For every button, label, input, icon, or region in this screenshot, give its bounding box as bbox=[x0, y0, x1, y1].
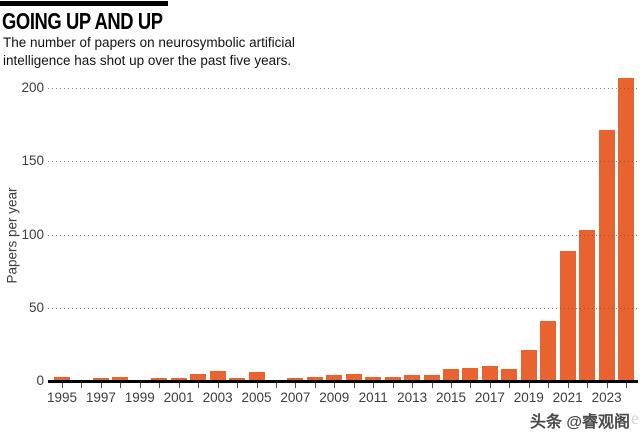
bar bbox=[501, 369, 518, 381]
x-tick bbox=[100, 382, 102, 388]
top-rule bbox=[0, 1, 168, 6]
y-tick-label: 100 bbox=[21, 226, 44, 242]
x-tick-label: 2003 bbox=[202, 390, 233, 405]
x-tick-label: 2017 bbox=[474, 390, 505, 405]
bar bbox=[404, 375, 421, 381]
chart-title: GOING UP AND UP bbox=[2, 8, 163, 34]
x-tick-label: 2011 bbox=[358, 390, 388, 405]
bar bbox=[326, 375, 343, 381]
x-tick bbox=[275, 382, 277, 388]
x-tick-label: 1999 bbox=[124, 390, 155, 405]
bar bbox=[287, 378, 304, 381]
bar bbox=[170, 378, 187, 381]
x-tick-label: 2009 bbox=[319, 390, 350, 405]
x-tick bbox=[528, 382, 530, 388]
x-tick bbox=[509, 382, 511, 388]
x-tick bbox=[81, 382, 83, 388]
gridline bbox=[48, 307, 638, 309]
gridline bbox=[48, 88, 638, 89]
source-watermark: 头条 @睿观阁 bbox=[529, 414, 630, 431]
x-tick-label: 2021 bbox=[552, 390, 583, 405]
bar bbox=[92, 378, 109, 381]
x-tick bbox=[470, 382, 472, 388]
bar bbox=[540, 320, 557, 381]
bar bbox=[423, 375, 440, 381]
x-tick bbox=[373, 382, 375, 388]
y-tick-label: 50 bbox=[28, 299, 44, 315]
x-tick bbox=[198, 382, 200, 388]
x-tick bbox=[217, 382, 219, 388]
x-tick bbox=[139, 382, 141, 388]
x-tick bbox=[489, 382, 491, 388]
bar bbox=[54, 376, 70, 381]
x-tick-label: 2013 bbox=[397, 390, 428, 405]
x-tick bbox=[548, 382, 550, 388]
x-tick-label: 2019 bbox=[513, 390, 544, 405]
x-tick bbox=[626, 382, 628, 388]
x-tick bbox=[62, 382, 63, 388]
x-tick-label: 2005 bbox=[241, 390, 272, 405]
x-tick bbox=[178, 382, 180, 388]
bar bbox=[209, 370, 226, 381]
y-tick-label: 0 bbox=[36, 373, 44, 388]
bar bbox=[481, 366, 498, 381]
x-tick bbox=[431, 382, 433, 388]
x-tick bbox=[314, 382, 316, 388]
x-tick bbox=[237, 382, 239, 388]
x-tick bbox=[606, 382, 608, 388]
nature-watermark: nature bbox=[589, 408, 640, 428]
y-tick-label: 200 bbox=[21, 80, 44, 95]
bar bbox=[559, 250, 576, 381]
x-tick-label: 1995 bbox=[46, 390, 78, 405]
bar bbox=[520, 350, 537, 381]
chart-subtitle: The number of papers on neurosymbolic ar… bbox=[3, 35, 295, 68]
bar bbox=[112, 376, 129, 381]
bar bbox=[598, 130, 615, 381]
x-tick bbox=[334, 382, 336, 388]
bar bbox=[443, 369, 459, 381]
x-tick bbox=[159, 382, 161, 388]
x-tick bbox=[567, 382, 569, 388]
x-tick-label: 2015 bbox=[435, 390, 467, 405]
bar bbox=[384, 376, 401, 381]
x-tick-label: 2007 bbox=[280, 390, 311, 405]
x-tick bbox=[451, 382, 452, 388]
x-tick bbox=[120, 382, 122, 388]
x-tick bbox=[587, 382, 589, 388]
x-tick bbox=[412, 382, 414, 388]
x-tick-label: 2001 bbox=[163, 390, 194, 405]
bar bbox=[462, 367, 479, 381]
x-tick-label: 2023 bbox=[591, 390, 622, 405]
x-tick bbox=[353, 382, 355, 388]
gridline bbox=[48, 161, 638, 163]
x-tick bbox=[295, 382, 297, 388]
bar bbox=[151, 378, 168, 381]
gridline bbox=[48, 234, 638, 236]
x-tick-label: 1997 bbox=[85, 390, 116, 405]
x-tick bbox=[392, 382, 394, 388]
bar bbox=[618, 77, 635, 381]
bar bbox=[248, 372, 265, 381]
bar bbox=[306, 376, 323, 381]
bar bbox=[365, 376, 382, 381]
bar bbox=[345, 373, 362, 381]
x-tick bbox=[256, 382, 258, 388]
bar bbox=[229, 378, 246, 381]
x-axis-line bbox=[48, 380, 638, 383]
bar bbox=[190, 373, 207, 381]
y-tick-label: 150 bbox=[21, 153, 44, 169]
bar bbox=[579, 230, 596, 381]
